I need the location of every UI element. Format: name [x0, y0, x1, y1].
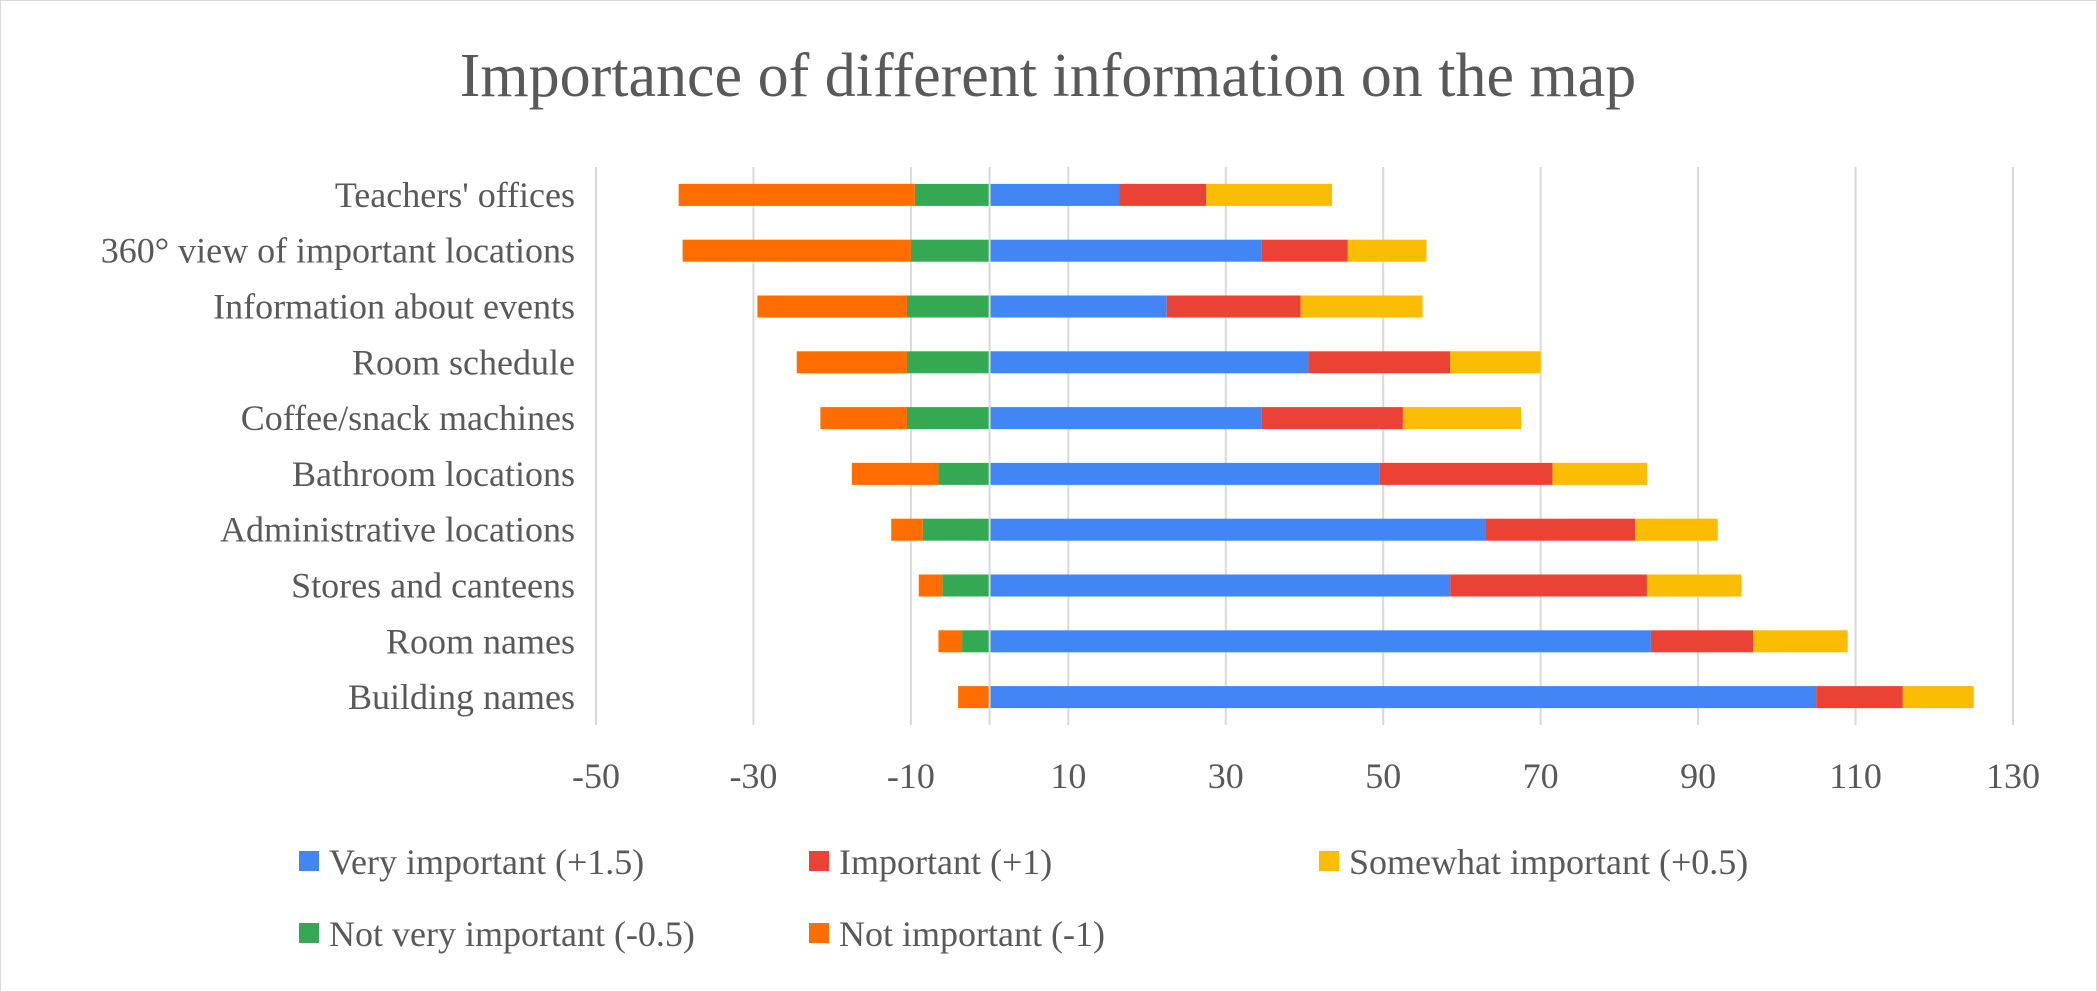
category-label-3: Room schedule	[352, 342, 575, 382]
category-label-7: Stores and canteens	[291, 566, 575, 606]
bar-segment-7-3	[942, 574, 990, 597]
bar-segment-8-4	[938, 630, 963, 653]
bar-segment-2-2	[1300, 295, 1423, 318]
bar-segment-1-1	[1261, 239, 1348, 262]
legend-swatch-2	[1319, 851, 1339, 871]
bar-segment-0-3	[914, 183, 990, 206]
x-tick-label-9: 130	[1986, 756, 2040, 796]
bar-segment-6-1	[1485, 518, 1636, 541]
x-tick-label-1: -30	[729, 756, 777, 796]
bar-segment-3-3	[906, 351, 990, 374]
category-label-0: Teachers' offices	[335, 175, 575, 215]
bar-segment-8-0	[989, 630, 1651, 653]
bar-segment-6-0	[989, 518, 1486, 541]
x-tick-label-7: 90	[1680, 756, 1716, 796]
bar-segment-1-0	[989, 239, 1262, 262]
category-label-8: Room names	[386, 621, 575, 661]
legend-swatch-0	[299, 851, 319, 871]
bar-segment-3-4	[796, 351, 907, 374]
bar-segment-2-4	[757, 295, 907, 318]
category-label-9: Building names	[348, 677, 575, 717]
x-tick-label-4: 30	[1208, 756, 1244, 796]
bar-segment-5-0	[989, 462, 1380, 485]
bar-segment-0-1	[1119, 183, 1207, 206]
legend-label-4: Not important (-1)	[839, 914, 1105, 954]
legend-label-2: Somewhat important (+0.5)	[1349, 842, 1748, 882]
category-label-4: Coffee/snack machines	[241, 398, 575, 438]
bar-segment-9-4	[958, 686, 990, 709]
legend-label-3: Not very important (-0.5)	[329, 914, 695, 954]
bar-segment-1-4	[682, 239, 911, 262]
bar-segment-3-1	[1308, 351, 1451, 374]
bar-segment-1-2	[1347, 239, 1427, 262]
bar-segment-5-3	[938, 462, 990, 485]
bar-segment-4-3	[906, 407, 990, 430]
category-labels: Teachers' offices 360° view of important …	[101, 175, 575, 717]
bar-segment-1-3	[910, 239, 990, 262]
bar-segment-4-2	[1402, 407, 1521, 430]
x-tick-label-0: -50	[572, 756, 620, 796]
x-tick-label-6: 70	[1523, 756, 1559, 796]
bar-segment-4-4	[820, 407, 907, 430]
legend: Very important (+1.5) Important (+1) Somew…	[299, 842, 1748, 954]
bar-segment-3-0	[989, 351, 1309, 374]
x-tick-label-3: 10	[1050, 756, 1086, 796]
bar-segment-5-4	[851, 462, 939, 485]
bar-segment-9-1	[1816, 686, 1903, 709]
legend-label-0: Very important (+1.5)	[329, 842, 644, 882]
bar-segment-4-0	[989, 407, 1262, 430]
category-label-6: Administrative locations	[220, 510, 575, 550]
bar-segment-2-3	[906, 295, 990, 318]
bar-segment-6-2	[1635, 518, 1718, 541]
x-tick-label-2: -10	[887, 756, 935, 796]
bar-segment-0-2	[1206, 183, 1333, 206]
bar-segment-8-1	[1650, 630, 1754, 653]
bar-segment-3-2	[1450, 351, 1541, 374]
bar-segment-9-2	[1902, 686, 1974, 709]
bar-segment-7-4	[918, 574, 943, 597]
legend-swatch-4	[809, 923, 829, 943]
bar-segment-8-3	[962, 630, 990, 653]
legend-swatch-1	[809, 851, 829, 871]
category-label-2: Information about events	[213, 287, 575, 327]
bars	[678, 167, 1974, 725]
bar-segment-6-3	[922, 518, 990, 541]
bar-segment-5-2	[1552, 462, 1647, 485]
bar-segment-7-0	[989, 574, 1451, 597]
bar-segment-0-0	[989, 183, 1120, 206]
bar-segment-7-1	[1450, 574, 1647, 597]
bar-segment-0-4	[678, 183, 915, 206]
category-label-5: Bathroom locations	[292, 454, 575, 494]
bar-segment-9-0	[989, 686, 1817, 709]
bar-segment-2-0	[989, 295, 1167, 318]
bar-segment-7-2	[1646, 574, 1742, 597]
chart-title: Importance of different information on t…	[460, 42, 1636, 110]
legend-label-1: Important (+1)	[839, 842, 1052, 882]
legend-swatch-3	[299, 923, 319, 943]
bar-segment-8-2	[1753, 630, 1848, 653]
bar-segment-4-1	[1261, 407, 1403, 430]
bar-segment-2-1	[1166, 295, 1301, 318]
bar-segment-5-1	[1379, 462, 1553, 485]
x-axis-tick-labels: -50 -30 -10 10 30 50 70 90 110 130	[572, 756, 2040, 796]
x-tick-label-8: 110	[1829, 756, 1882, 796]
bar-segment-6-4	[891, 518, 923, 541]
category-label-1: 360° view of important locations	[101, 231, 575, 271]
x-tick-label-5: 50	[1365, 756, 1401, 796]
